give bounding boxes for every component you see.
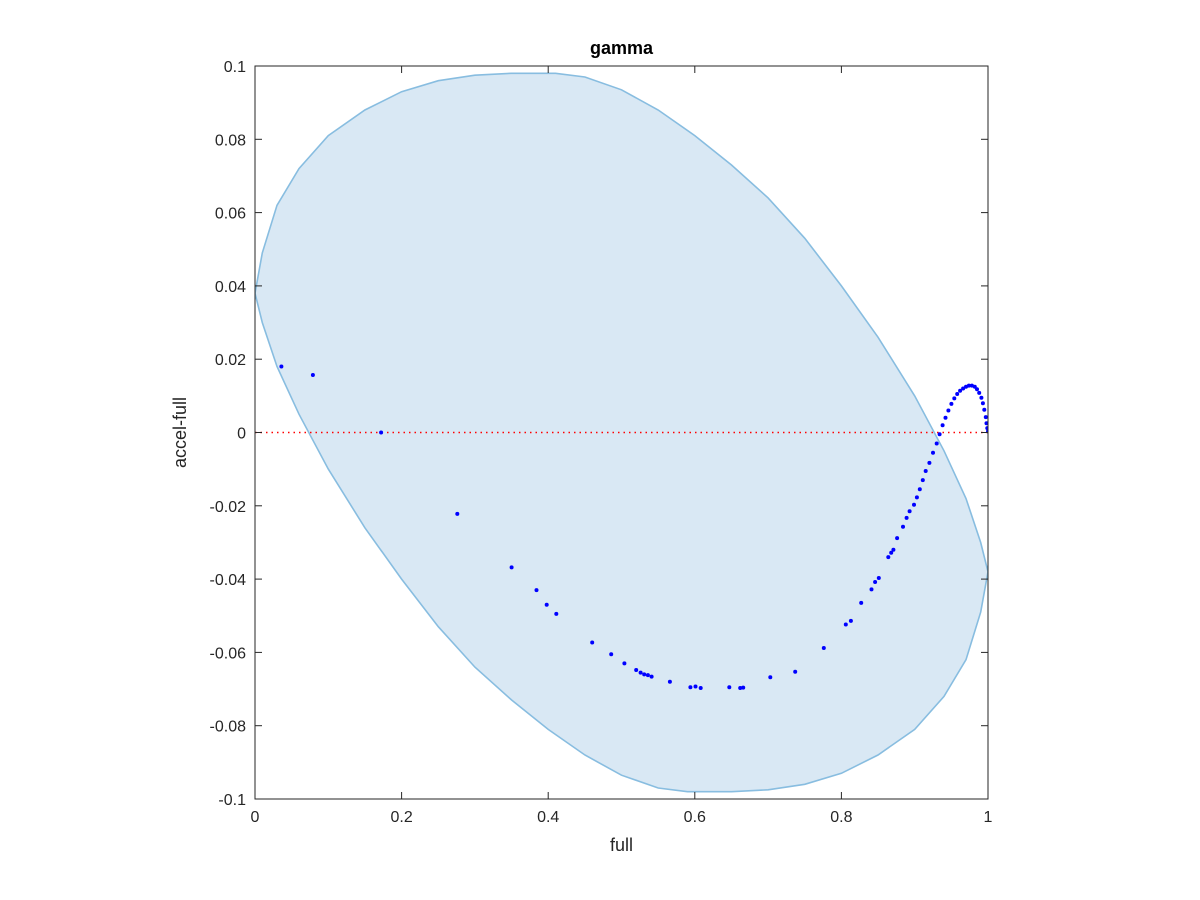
data-point [955,392,960,396]
data-point [958,388,963,393]
data-point [379,430,384,435]
y-tick-label: 0.1 [224,59,246,76]
data-point [977,390,982,395]
data-point [873,580,878,584]
data-point [886,555,891,560]
data-point [848,618,853,623]
data-point [889,550,894,555]
y-tick-label: 0.06 [215,206,246,223]
data-point [768,675,773,680]
data-point [917,487,922,492]
data-point [741,685,746,690]
data-point [980,401,985,406]
y-tick-label: 0.02 [215,352,246,369]
data-point [693,684,698,689]
data-point [952,396,957,401]
data-point [649,674,654,679]
data-point [821,646,826,650]
data-point [869,587,874,592]
data-point [622,661,627,666]
y-tick-label: -0.02 [210,499,247,516]
x-tick-label: 0 [251,809,260,826]
data-point [920,478,925,483]
data-point [891,547,896,552]
data-point [985,426,988,431]
y-tick-label: -0.08 [210,719,247,736]
data-point [698,686,703,690]
data-point [927,460,932,465]
x-tick-label: 0.4 [537,809,559,826]
data-point [534,588,539,593]
data-point [667,679,672,684]
data-point [901,524,905,529]
data-point [943,415,948,420]
y-tick-label: -0.04 [210,572,247,589]
data-point [895,536,900,541]
data-point [688,685,693,690]
data-point [946,408,951,413]
scatter-points [279,364,988,690]
data-point [983,415,988,420]
axis-ticks: 0 0.2 0.4 0.6 0.8 1 0.1 0.08 0.06 0.04 0.02 0 -0.02 -… [210,59,993,826]
chart-title: gamma [590,38,654,58]
data-point [554,611,559,616]
x-tick-label: 0.6 [684,809,706,826]
data-point [638,670,643,675]
data-point [940,423,945,428]
data-point [455,511,460,516]
data-point [923,469,928,473]
data-point [509,565,514,570]
data-point [642,672,647,677]
data-point [843,622,848,627]
data-point [966,383,971,388]
y-tick-label: -0.1 [218,792,246,809]
data-point [609,652,614,657]
shaded-region [255,72,988,793]
data-point [984,421,988,426]
data-point [279,364,284,369]
data-point [975,387,979,392]
data-point [907,509,912,514]
data-point [931,450,935,455]
x-tick-label: 1 [984,809,993,826]
x-tick-label: 0.2 [390,809,412,826]
data-point [645,673,650,678]
data-point [961,386,966,391]
y-tick-label: 0.04 [215,279,246,296]
data-point [859,600,864,605]
data-point [793,669,798,674]
data-point [904,515,909,520]
y-tick-label: 0.08 [215,132,246,149]
x-tick-label: 0.8 [830,809,852,826]
data-point [876,576,881,580]
data-point [590,640,595,645]
data-point [738,686,743,690]
data-point [634,668,639,672]
data-point [310,373,315,377]
data-point [979,395,984,400]
data-point [544,602,549,607]
data-point [914,495,919,500]
y-axis-label: accel-full [170,397,190,468]
y-tick-label: 0 [237,426,246,443]
data-point [982,407,987,412]
data-point [727,685,732,690]
data-point [934,441,939,446]
x-axis-label: full [610,835,633,855]
data-point [912,502,916,507]
y-tick-label: -0.06 [210,645,247,662]
data-point [937,432,942,437]
data-point [949,401,954,406]
